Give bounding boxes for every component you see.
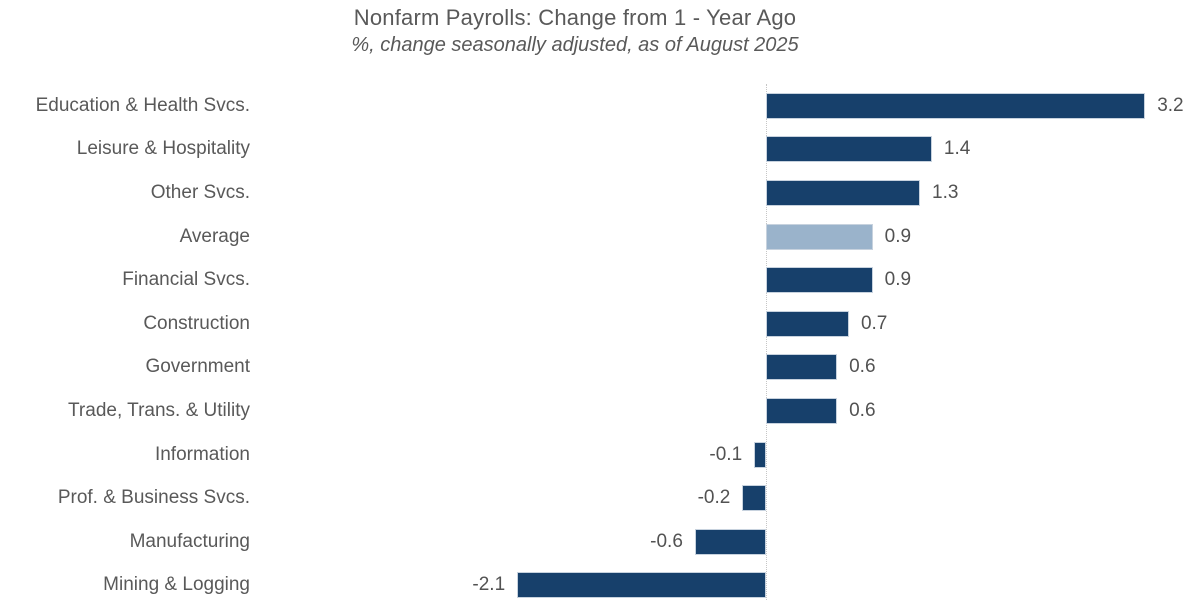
value-label: -0.1 [709, 443, 743, 465]
bar [766, 179, 921, 206]
bar-row: Other Svcs. 1.3 [0, 171, 1200, 215]
bar [766, 92, 1146, 119]
value-label: 1.4 [943, 138, 971, 160]
value-label: 0.9 [884, 269, 912, 291]
category-label: Trade, Trans. & Utility [68, 399, 250, 421]
bar [517, 572, 766, 599]
value-label: 0.7 [860, 312, 888, 334]
category-label: Average [179, 225, 250, 247]
bar-row: Leisure & Hospitality 1.4 [0, 128, 1200, 172]
value-label: 1.3 [932, 181, 959, 203]
category-label: Manufacturing [129, 530, 250, 552]
category-label: Information [154, 443, 250, 465]
bar-row: Trade, Trans. & Utility 0.6 [0, 389, 1200, 433]
chart-header: Nonfarm Payrolls: Change from 1 - Year A… [0, 3, 1150, 59]
bar-row: Manufacturing -0.6 [0, 520, 1200, 564]
category-label: Financial Svcs. [122, 269, 250, 291]
zero-axis-line [766, 84, 767, 600]
chart-subtitle: %, change seasonally adjusted, as of Aug… [351, 34, 799, 56]
value-label: -0.6 [650, 530, 683, 552]
bar [766, 267, 873, 294]
bar-row: Average 0.9 [0, 215, 1200, 259]
bar-row: Education & Health Svcs. 3.2 [0, 84, 1200, 128]
value-label: 3.2 [1157, 94, 1184, 116]
category-label: Construction [143, 312, 250, 334]
bar [766, 136, 932, 163]
value-label: 0.9 [884, 225, 912, 247]
category-label: Education & Health Svcs. [35, 94, 250, 116]
bar-row: Prof. & Business Svcs. -0.2 [0, 476, 1200, 520]
category-label: Prof. & Business Svcs. [57, 487, 250, 509]
category-label: Government [145, 356, 250, 378]
bar [754, 441, 766, 468]
bar-row: Information -0.1 [0, 433, 1200, 477]
bar [766, 310, 849, 337]
bar-highlight [766, 223, 873, 250]
category-label: Other Svcs. [150, 181, 250, 203]
bar-row: Government 0.6 [0, 346, 1200, 390]
category-label: Mining & Logging [103, 574, 250, 596]
bar-row: Financial Svcs. 0.9 [0, 258, 1200, 302]
chart-title: Nonfarm Payrolls: Change from 1 - Year A… [353, 5, 797, 30]
bar [766, 354, 838, 381]
category-label: Leisure & Hospitality [76, 138, 250, 160]
bar [766, 397, 838, 424]
value-label: -0.2 [697, 487, 731, 509]
value-label: -2.1 [472, 574, 506, 596]
bar [694, 528, 766, 555]
value-label: 0.6 [849, 356, 876, 378]
value-label: 0.6 [849, 399, 876, 421]
bar-row: Construction 0.7 [0, 302, 1200, 346]
bar [742, 485, 766, 512]
bar-row: Mining & Logging -2.1 [0, 564, 1200, 600]
